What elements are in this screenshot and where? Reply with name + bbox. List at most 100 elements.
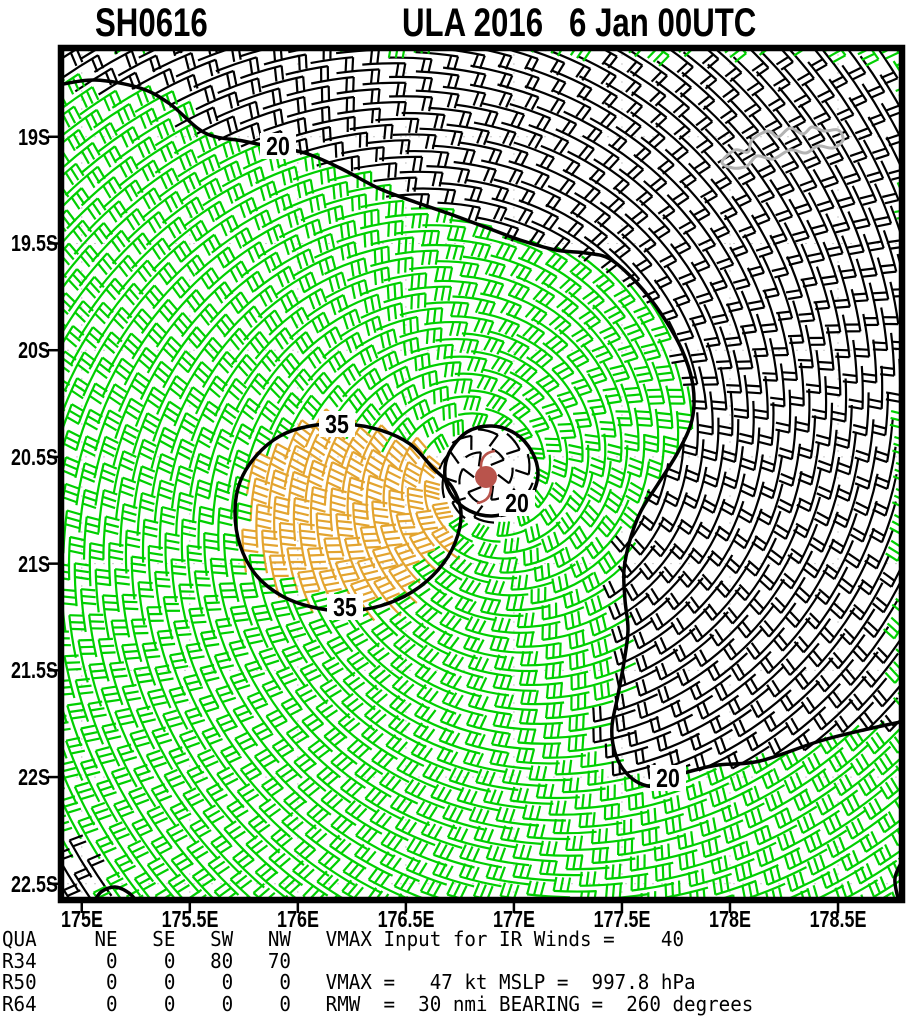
wind-barb <box>293 167 335 185</box>
wind-barb <box>909 385 918 428</box>
wind-barb <box>651 520 683 557</box>
wind-barb <box>864 140 883 182</box>
wind-barb <box>82 177 122 205</box>
wind-barb-layer <box>23 13 918 918</box>
wind-barb <box>752 215 773 257</box>
wind-barb <box>659 493 687 532</box>
wind-barb <box>218 78 261 94</box>
wind-barb <box>702 418 718 461</box>
wind-barb <box>708 528 739 566</box>
wind-barb <box>696 499 724 538</box>
wind-barb <box>126 531 141 574</box>
wind-barb <box>568 152 605 184</box>
wind-barb <box>518 258 557 288</box>
wind-barb <box>843 340 857 383</box>
wind-barb <box>545 416 561 452</box>
wind-barb <box>815 567 847 604</box>
wind-barb <box>523 805 566 821</box>
wind-barb <box>758 402 774 445</box>
wind-barb <box>494 674 537 691</box>
wind-barb <box>337 89 380 104</box>
wind-barb <box>786 707 826 735</box>
wind-barb <box>540 860 583 875</box>
wind-barb <box>712 367 727 410</box>
wind-barb <box>667 195 695 234</box>
wind-barb <box>874 17 899 58</box>
wind-barb <box>415 704 454 733</box>
wind-barb <box>594 159 629 193</box>
wind-barb <box>389 58 432 73</box>
wind-barb <box>39 829 59 871</box>
wind-barb <box>123 595 139 638</box>
wind-barb <box>682 343 698 385</box>
wind-barb <box>872 308 887 351</box>
wind-barb <box>103 595 119 638</box>
wind-barb <box>704 304 720 346</box>
wind-barb <box>788 524 817 563</box>
wind-barb <box>545 264 581 297</box>
wind-barb <box>606 83 642 116</box>
wind-barb <box>389 96 432 111</box>
wind-barb <box>616 694 658 710</box>
storm-symbol-layer <box>475 451 497 503</box>
wind-barb <box>527 881 570 898</box>
wind-barb <box>640 491 668 530</box>
wind-barb <box>858 162 876 205</box>
wind-barb <box>632 875 674 891</box>
wind-barb <box>411 208 454 223</box>
wind-barb <box>592 828 635 843</box>
wind-barb <box>176 60 219 77</box>
wind-barb <box>733 509 762 548</box>
wind-barb <box>69 277 104 312</box>
wind-barb <box>135 19 178 38</box>
wind-barb <box>211 559 227 602</box>
wind-barb <box>325 258 367 276</box>
wind-barb <box>186 643 204 685</box>
wind-barb <box>556 760 599 775</box>
wind-barb <box>235 181 277 200</box>
wind-barb <box>781 551 813 589</box>
wind-barb <box>809 193 828 235</box>
wind-barb <box>96 463 117 505</box>
wind-barb <box>36 795 55 838</box>
wind-barb <box>231 560 247 602</box>
wind-barb <box>835 405 852 448</box>
wind-barb <box>518 729 561 744</box>
lon-axis-label: 178.5E <box>803 906 873 933</box>
wind-barb <box>616 127 651 162</box>
wind-barb <box>420 129 463 146</box>
wind-barb <box>604 63 641 96</box>
wind-barb <box>570 445 588 487</box>
wind-barb <box>735 565 769 601</box>
wind-barb <box>690 13 724 49</box>
wind-barb <box>593 848 636 863</box>
wind-barb <box>367 476 384 519</box>
wind-barb <box>546 703 589 718</box>
wind-barb <box>400 172 443 187</box>
wind-barb <box>678 495 706 534</box>
wind-barb <box>386 735 424 766</box>
lat-axis-label: 19S <box>11 124 50 151</box>
wind-barb <box>395 251 438 265</box>
wind-barb <box>722 419 739 462</box>
lat-axis-label: 21S <box>11 551 50 578</box>
wind-barb <box>858 556 888 595</box>
wind-barb <box>337 69 380 83</box>
wind-barb <box>579 37 617 68</box>
contour-label: 20 <box>499 489 535 519</box>
wind-barb <box>739 401 754 444</box>
contour-label: 35 <box>327 593 363 623</box>
wind-barb <box>541 146 580 176</box>
wind-barb <box>852 259 868 302</box>
wind-barb <box>417 685 456 714</box>
wind-barb <box>376 317 418 334</box>
wind-barb <box>348 185 390 201</box>
wind-barb <box>835 165 854 207</box>
wind-barb <box>134 667 152 710</box>
wind-barb <box>256 505 272 548</box>
wind-barb <box>466 452 481 466</box>
wind-barb <box>678 831 721 849</box>
wind-barb <box>913 81 918 123</box>
wind-barb <box>492 617 535 633</box>
